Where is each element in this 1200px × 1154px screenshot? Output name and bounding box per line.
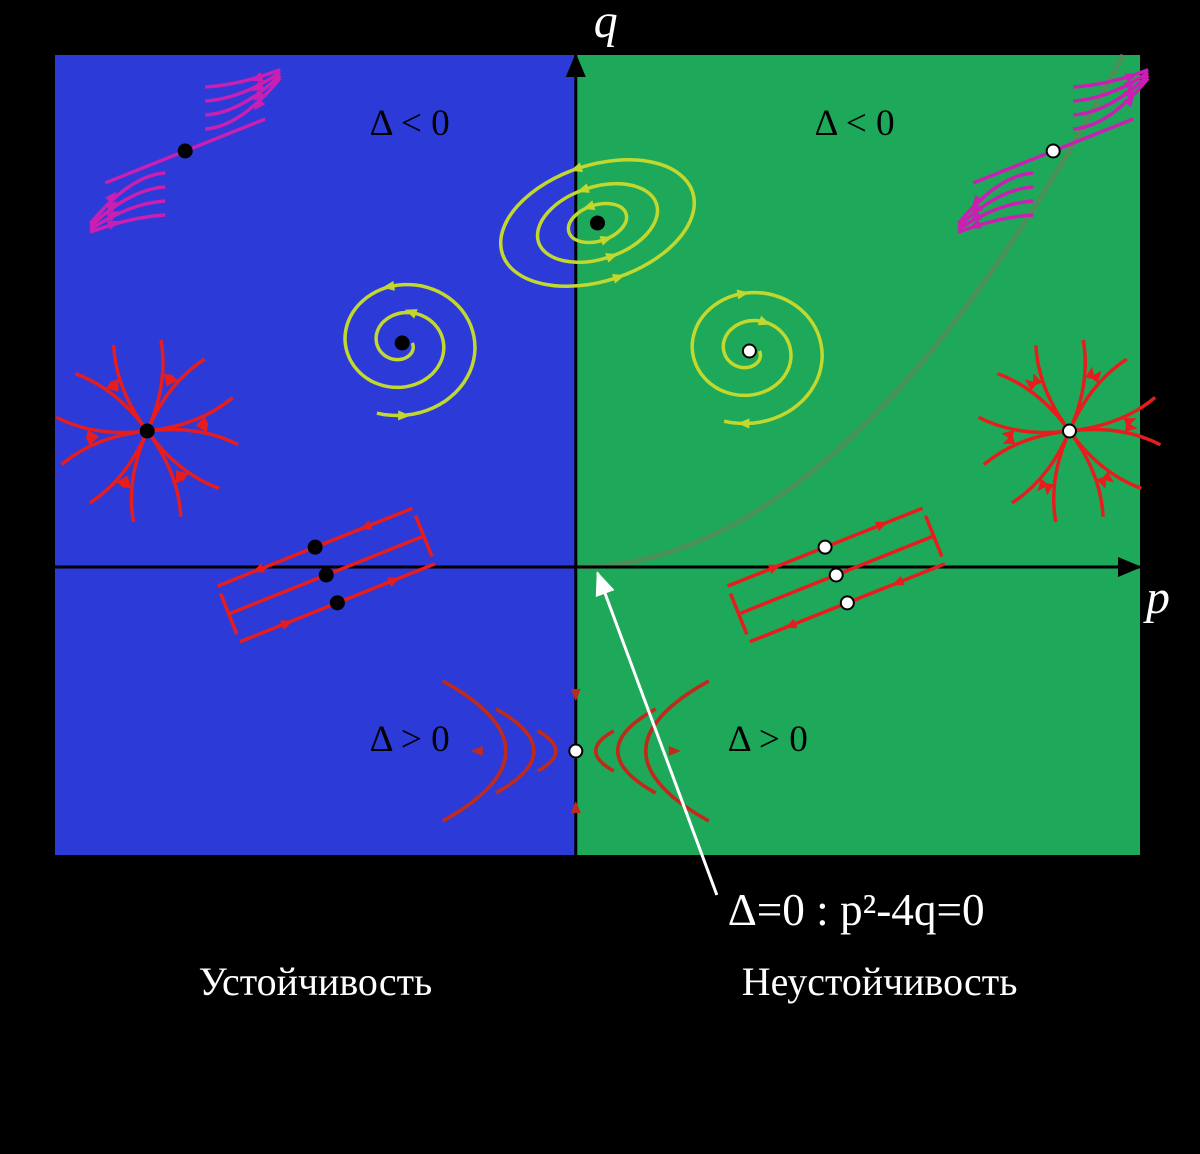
- stability-label: Устойчивость: [199, 959, 433, 1004]
- x-axis-label: p: [1143, 571, 1170, 624]
- parabola-label: Δ=0 : p²-4q=0: [728, 885, 985, 935]
- delta-label: Δ > 0: [728, 719, 808, 760]
- delta-label: Δ > 0: [370, 719, 450, 760]
- delta-label: Δ < 0: [370, 103, 450, 144]
- plot-area: Δ < 0 Δ < 0 Δ > 0 Δ > 0 p q Δ=0 : p²-4q=0 Устой…: [55, 0, 1170, 1004]
- instability-label: Неустойчивость: [742, 959, 1018, 1004]
- delta-label: Δ < 0: [815, 103, 895, 144]
- phase-diagram: Δ < 0 Δ < 0 Δ > 0 Δ > 0 p q Δ=0 : p²-4q=0 Устой…: [0, 0, 1200, 1154]
- y-axis-label: q: [594, 0, 618, 48]
